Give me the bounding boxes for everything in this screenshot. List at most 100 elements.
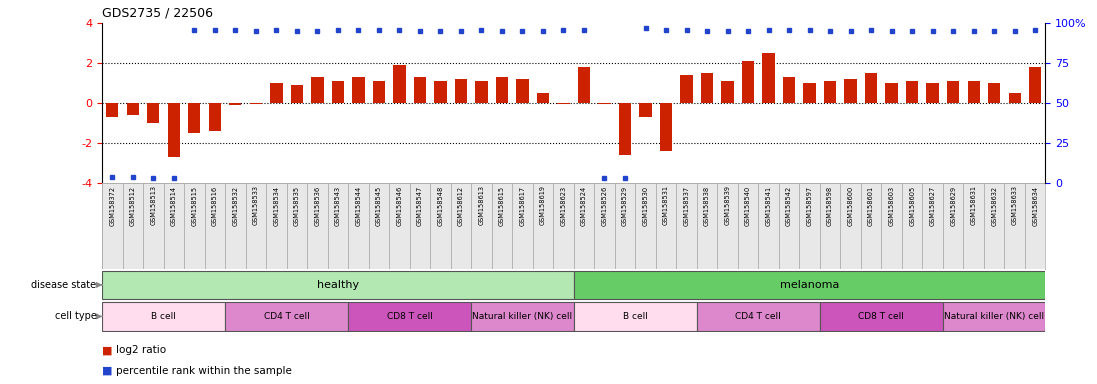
FancyBboxPatch shape — [819, 302, 943, 331]
Bar — [762, 53, 774, 103]
FancyBboxPatch shape — [123, 183, 143, 269]
FancyBboxPatch shape — [881, 183, 902, 269]
FancyBboxPatch shape — [984, 183, 1005, 269]
Bar — [189, 103, 201, 133]
Bar — [845, 79, 857, 103]
Text: GSM158543: GSM158543 — [335, 185, 341, 225]
Bar — [968, 81, 980, 103]
FancyBboxPatch shape — [267, 183, 286, 269]
FancyBboxPatch shape — [328, 183, 348, 269]
FancyBboxPatch shape — [451, 183, 472, 269]
FancyBboxPatch shape — [595, 183, 614, 269]
Text: log2 ratio: log2 ratio — [116, 345, 167, 355]
FancyBboxPatch shape — [923, 183, 943, 269]
Text: GSM158612: GSM158612 — [457, 185, 464, 225]
FancyBboxPatch shape — [307, 183, 328, 269]
Text: ■: ■ — [102, 366, 113, 376]
FancyBboxPatch shape — [491, 183, 512, 269]
Bar — [824, 81, 836, 103]
FancyBboxPatch shape — [163, 183, 184, 269]
Bar — [988, 83, 1000, 103]
FancyBboxPatch shape — [574, 183, 595, 269]
Text: GSM158623: GSM158623 — [561, 185, 566, 225]
FancyBboxPatch shape — [472, 302, 574, 331]
FancyBboxPatch shape — [943, 302, 1045, 331]
Bar — [619, 103, 631, 155]
Text: GSM158538: GSM158538 — [704, 185, 710, 225]
Text: CD8 T cell: CD8 T cell — [387, 312, 432, 321]
FancyBboxPatch shape — [614, 183, 635, 269]
FancyBboxPatch shape — [574, 271, 1045, 299]
FancyBboxPatch shape — [676, 183, 697, 269]
Text: GSM158632: GSM158632 — [992, 185, 997, 225]
FancyBboxPatch shape — [533, 183, 553, 269]
Text: GSM158601: GSM158601 — [868, 185, 874, 225]
FancyBboxPatch shape — [348, 183, 369, 269]
Text: GSM158615: GSM158615 — [499, 185, 505, 225]
Text: GSM158633: GSM158633 — [1011, 185, 1018, 225]
Text: GSM158548: GSM158548 — [438, 185, 443, 226]
FancyBboxPatch shape — [635, 183, 656, 269]
Bar — [680, 75, 692, 103]
FancyBboxPatch shape — [102, 271, 574, 299]
Text: GSM158619: GSM158619 — [540, 185, 546, 225]
FancyBboxPatch shape — [1005, 183, 1025, 269]
Text: GSM158530: GSM158530 — [643, 185, 648, 225]
Text: GSM158617: GSM158617 — [520, 185, 525, 225]
Text: GSM158541: GSM158541 — [766, 185, 771, 225]
Text: GSM158597: GSM158597 — [806, 185, 813, 225]
Text: percentile rank within the sample: percentile rank within the sample — [116, 366, 292, 376]
Bar — [885, 83, 897, 103]
Text: GSM158547: GSM158547 — [417, 185, 423, 226]
Bar — [434, 81, 446, 103]
Text: GSM158515: GSM158515 — [191, 185, 197, 225]
Text: GSM158603: GSM158603 — [889, 185, 895, 225]
FancyBboxPatch shape — [1025, 183, 1045, 269]
FancyBboxPatch shape — [819, 183, 840, 269]
Bar — [312, 77, 324, 103]
Text: GSM158512: GSM158512 — [129, 185, 136, 225]
Bar — [742, 61, 755, 103]
Bar — [640, 103, 652, 117]
Text: GSM158537: GSM158537 — [683, 185, 690, 225]
Text: GSM158526: GSM158526 — [601, 185, 608, 226]
Text: GSM158532: GSM158532 — [233, 185, 238, 225]
Bar — [598, 103, 611, 104]
Text: CD4 T cell: CD4 T cell — [263, 312, 309, 321]
Text: GSM158634: GSM158634 — [1032, 185, 1038, 225]
FancyBboxPatch shape — [840, 183, 861, 269]
Bar — [229, 103, 241, 105]
Bar — [393, 65, 406, 103]
Text: ■: ■ — [102, 345, 113, 355]
Text: Natural killer (NK) cell: Natural killer (NK) cell — [473, 312, 573, 321]
Text: GSM158513: GSM158513 — [150, 185, 156, 225]
FancyBboxPatch shape — [246, 183, 267, 269]
Bar — [270, 83, 283, 103]
Text: healthy: healthy — [317, 280, 359, 290]
Text: GSM158535: GSM158535 — [294, 185, 299, 225]
Text: Natural killer (NK) cell: Natural killer (NK) cell — [945, 312, 1044, 321]
Bar — [1008, 93, 1021, 103]
FancyBboxPatch shape — [943, 183, 963, 269]
Text: GSM158600: GSM158600 — [848, 185, 853, 226]
FancyBboxPatch shape — [225, 183, 246, 269]
Text: GSM158539: GSM158539 — [724, 185, 731, 225]
Text: GSM158613: GSM158613 — [478, 185, 485, 225]
Text: CD4 T cell: CD4 T cell — [735, 312, 781, 321]
Bar — [1029, 67, 1041, 103]
Bar — [168, 103, 180, 157]
FancyBboxPatch shape — [143, 183, 163, 269]
Bar — [455, 79, 467, 103]
FancyBboxPatch shape — [286, 183, 307, 269]
FancyBboxPatch shape — [717, 183, 738, 269]
Text: GSM158540: GSM158540 — [745, 185, 751, 226]
Text: GSM158546: GSM158546 — [396, 185, 403, 226]
Text: GSM158531: GSM158531 — [663, 185, 669, 225]
FancyBboxPatch shape — [697, 183, 717, 269]
Bar — [927, 83, 939, 103]
Bar — [722, 81, 734, 103]
Bar — [906, 81, 918, 103]
FancyBboxPatch shape — [963, 183, 984, 269]
Bar — [496, 77, 508, 103]
Bar — [783, 77, 795, 103]
